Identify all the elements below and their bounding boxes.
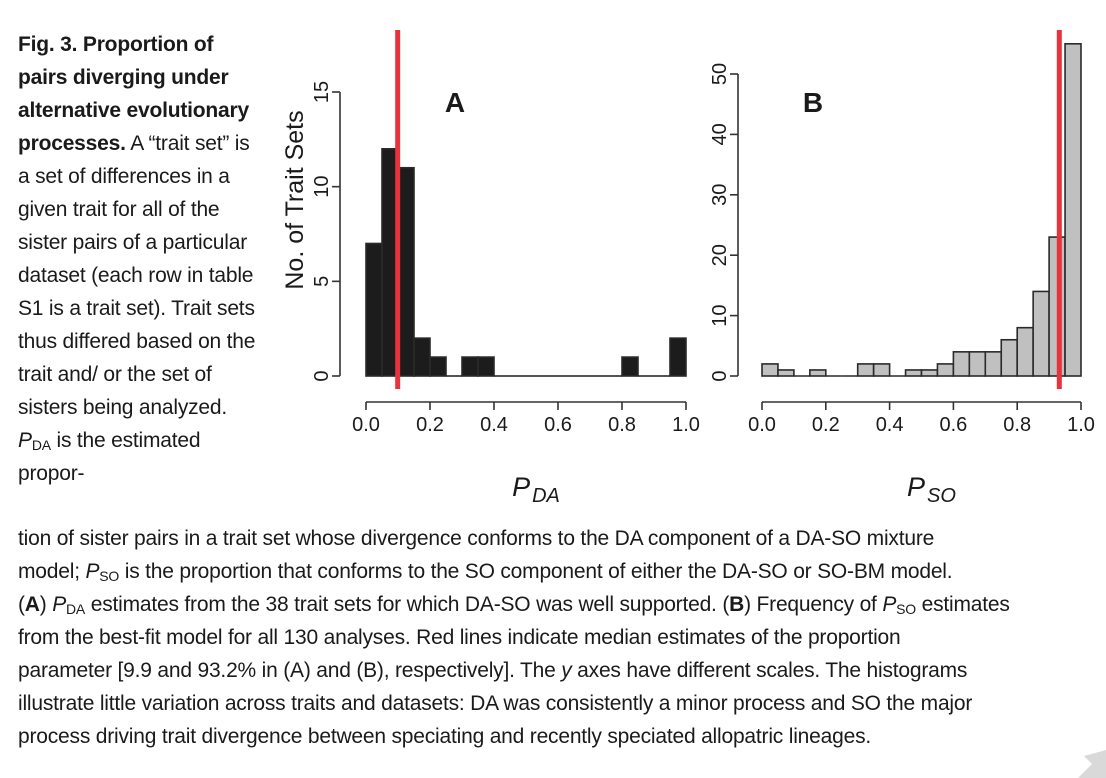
y-tick-label: 50 <box>709 63 731 85</box>
panel-letter: B <box>803 87 823 118</box>
x-tick-label: 1.0 <box>672 414 700 436</box>
caption-line-1: tion of sister pairs in a trait set whos… <box>18 527 935 550</box>
x-tick-label: 0.2 <box>812 414 840 436</box>
x-tick-label: 0.2 <box>416 414 444 436</box>
panel-a-close-paren: ) <box>39 593 53 616</box>
x-tick-label: 0.4 <box>480 414 508 436</box>
x-axis-title: P DA <box>512 472 560 507</box>
x-tick-label: 0.8 <box>1003 414 1031 436</box>
bar <box>952 351 971 377</box>
bar <box>461 356 479 377</box>
bar <box>761 363 779 377</box>
panel-b-ref: B <box>729 593 745 616</box>
caption-line-4: from the best-fit model for all 130 anal… <box>18 626 901 649</box>
p-so-subscript: SO <box>99 568 120 584</box>
caption-line-2b: is the proportion that conforms to the S… <box>119 560 953 583</box>
bar <box>365 242 383 377</box>
y-tick-label: 30 <box>709 184 731 206</box>
caption-side-text: A “trait set” is a set of differences in… <box>18 132 256 419</box>
caption-line-6: illustrate little variation across trait… <box>18 692 973 715</box>
bar <box>968 351 987 377</box>
bar <box>809 369 827 377</box>
y-tick-label: 5 <box>311 276 333 287</box>
y-tick-label: 40 <box>709 123 731 145</box>
caption-line-3b: estimates from the 38 trait sets for whi… <box>85 593 730 616</box>
figure-label: Fig. 3. Proportion of pairs diverging un… <box>18 33 249 155</box>
bar <box>413 337 431 377</box>
p-da-subscript: DA <box>31 437 51 453</box>
bar <box>856 363 875 377</box>
bar <box>1064 42 1082 377</box>
caption-line-7: process driving trait divergence between… <box>18 725 872 748</box>
bar <box>872 363 891 377</box>
caption-side-tail: is the estimated propor- <box>18 429 201 485</box>
y-italic: y <box>561 659 572 682</box>
caption-line-3c: ) Frequency of <box>744 593 883 616</box>
bar <box>397 166 415 377</box>
bar <box>1000 338 1018 377</box>
panel-a-open-paren: ( <box>18 593 25 616</box>
panel-b-histogram: 0.0 0.2 0.4 0.6 0.8 1.0 0 10 20 30 40 50 P SO B <box>709 30 1095 507</box>
bar <box>1032 290 1050 377</box>
y-tick-label: 10 <box>709 304 731 326</box>
y-tick-label: 15 <box>311 81 333 103</box>
corner-arrow-icon <box>1078 750 1106 778</box>
p-da-symbol-2: P <box>52 593 67 616</box>
caption-side: Fig. 3. Proportion of pairs diverging un… <box>18 28 258 490</box>
x-tick-label: 0.6 <box>544 414 572 436</box>
p-so-symbol-2: P <box>882 593 897 616</box>
x-tick-label: 0.6 <box>939 414 967 436</box>
bar <box>777 369 795 377</box>
bar <box>904 369 923 377</box>
bar <box>621 356 639 377</box>
x-tick-label: 0.0 <box>748 414 776 436</box>
p-da-subscript-2: DA <box>66 601 86 617</box>
x-tick-label: 0.4 <box>876 414 904 436</box>
bar <box>984 351 1003 377</box>
x-axis-title: P SO <box>907 472 956 507</box>
bar <box>1016 326 1034 377</box>
x-tick-label: 0.8 <box>608 414 636 436</box>
bar <box>669 337 687 377</box>
caption-bottom: tion of sister pairs in a trait set whos… <box>18 522 1098 753</box>
p-so-subscript-2: SO <box>896 601 916 617</box>
bar <box>477 356 495 377</box>
caption-line-3d: estimates <box>915 593 1010 616</box>
x-tick-label: 0.0 <box>352 414 380 436</box>
bar <box>920 369 939 377</box>
bar <box>936 363 955 377</box>
panel-a-ref: A <box>24 593 40 616</box>
bar <box>429 356 447 377</box>
caption-line-5b: axes have different scales. The histogra… <box>571 659 968 682</box>
y-tick-label: 20 <box>709 244 731 266</box>
y-tick-label: 0 <box>311 370 333 381</box>
p-so-symbol: P <box>85 560 100 583</box>
x-tick-label: 1.0 <box>1067 414 1095 436</box>
y-tick-label: 0 <box>709 370 731 381</box>
p-da-symbol: P <box>18 429 32 452</box>
caption-line-5: parameter [9.9 and 93.2% in (A) and (B),… <box>18 659 562 682</box>
panel-letter: A <box>445 87 465 118</box>
y-axis-title: No. of Trait Sets <box>281 110 309 289</box>
y-tick-label: 10 <box>311 176 333 198</box>
caption-line-2a: model; <box>18 560 86 583</box>
